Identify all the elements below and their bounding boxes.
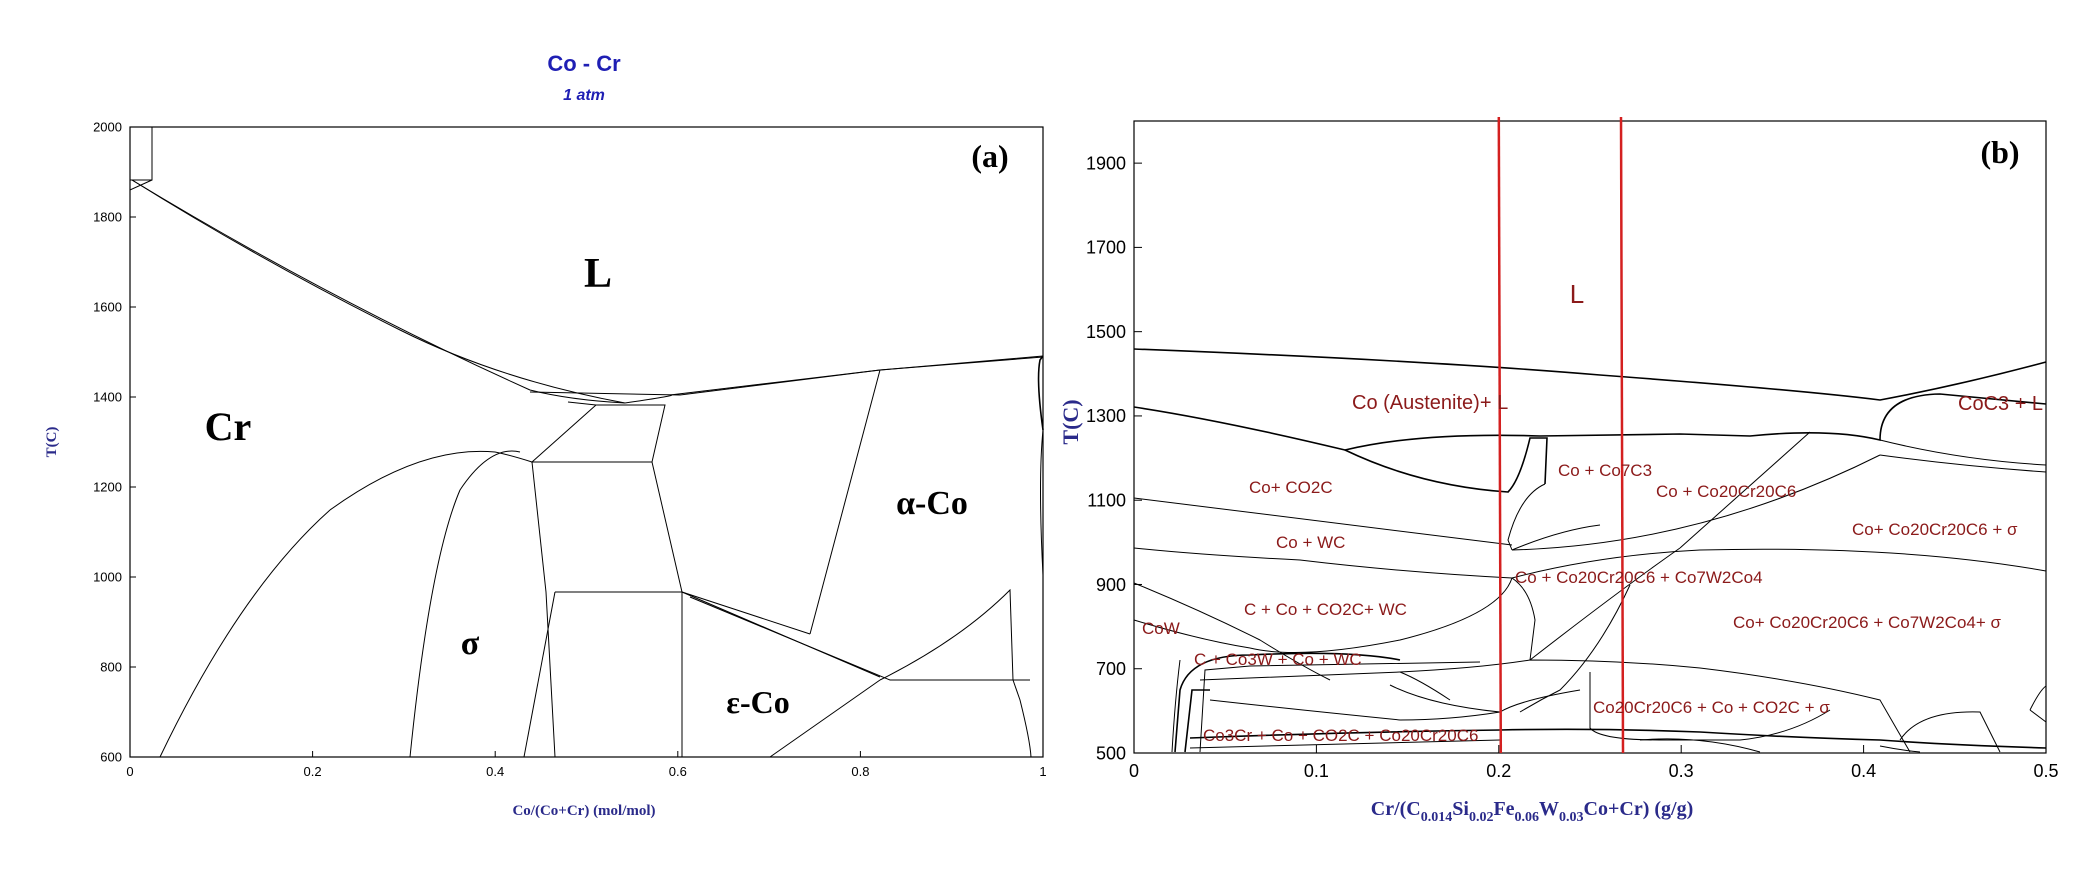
xlabel-sub-3: 0.06 <box>1515 810 1540 825</box>
phase-label-coc3-L: CoC3 + L <box>1958 393 2043 415</box>
panel-label-b: (b) <box>1980 134 2019 170</box>
phase-label-cow: CoW <box>1142 619 1180 638</box>
phase-label-epsilon-co: ε-Co <box>726 684 789 720</box>
x-tick-label: 0.4 <box>486 764 504 779</box>
y-tick-label: 1300 <box>1086 406 1126 426</box>
phase-boundaries-a <box>129 127 1044 758</box>
y-tick-label: 1200 <box>93 480 122 495</box>
x-tick-label: 0.6 <box>669 764 687 779</box>
xlabel-sub-2: 0.02 <box>1469 810 1494 825</box>
phase-label-co-cr-c-w: Co + Co20Cr20C6 + Co7W2Co4 <box>1515 568 1763 587</box>
vertical-markers-b <box>1497 116 1625 754</box>
xlabel-part-4: W <box>1539 798 1559 820</box>
y-tick-label: 2000 <box>93 120 122 135</box>
phase-label-alpha-co: α-Co <box>896 485 968 522</box>
x-axis-label-a: Co/(Co+Cr) (mol/mol) <box>512 803 655 819</box>
x-tick-label: 0.1 <box>1304 761 1329 781</box>
plot-frame-b <box>1133 120 2047 754</box>
y-axis-label-a: T(C) <box>44 427 60 458</box>
panel-a: Co - Cr 1 atm 0 0.2 0.4 0.6 0.8 1600800100012… <box>44 51 1047 819</box>
xlabel-sub-1: 0.014 <box>1421 810 1453 825</box>
x-tick-label: 0.2 <box>304 764 322 779</box>
xlabel-part-2: Si <box>1452 798 1469 820</box>
x-tick-label: 0.8 <box>851 764 869 779</box>
title-a: Co - Cr <box>547 51 621 76</box>
composition-marker-line <box>1619 116 1625 754</box>
x-tick-label: 0.4 <box>1851 761 1876 781</box>
phase-label-co3cr-co-co2c: Co3Cr + Co + CO2C + Co20Cr20C6 <box>1203 726 1478 745</box>
phase-label-co20cr20c6-co-co2c-sigma: Co20Cr20C6 + Co + CO2C + σ <box>1593 698 1830 717</box>
phase-label-sigma: σ <box>461 625 480 662</box>
y-tick-label: 1800 <box>93 210 122 225</box>
phase-label-L-b: L <box>1570 279 1584 309</box>
y-tick-label: 1900 <box>1086 153 1126 173</box>
phase-label-L: L <box>584 251 612 297</box>
phase-label-co-cr-c-w-sigma: Co+ Co20Cr20C6 + Co7W2Co4+ σ <box>1733 613 2001 632</box>
y-tick-label: 800 <box>100 660 122 675</box>
composition-marker-line <box>1497 116 1503 754</box>
phase-label-austenite-L: Co (Austenite)+ L <box>1352 392 1508 414</box>
phase-label-co-co20cr20c6: Co + Co20Cr20C6 <box>1656 482 1796 501</box>
x-tick-label: 0 <box>1129 761 1139 781</box>
x-tick-label: 0.2 <box>1486 761 1511 781</box>
xlabel-part-3: Fe <box>1493 798 1514 820</box>
subtitle-a: 1 atm <box>563 87 605 104</box>
phase-label-co-wc: Co + WC <box>1276 533 1345 552</box>
y-tick-label: 1000 <box>93 570 122 585</box>
x-tick-label: 0 <box>126 764 133 779</box>
phase-label-co-co2c: Co+ CO2C <box>1249 478 1333 497</box>
y-tick-label: 900 <box>1096 575 1126 595</box>
phase-label-c-co3w-co-wc: C + Co3W + Co + WC <box>1194 650 1362 669</box>
panel-label-a: (a) <box>971 138 1008 174</box>
xlabel-sub-4: 0.03 <box>1559 810 1584 825</box>
phase-label-Cr: Cr <box>205 404 252 449</box>
y-tick-label: 1100 <box>1087 491 1126 511</box>
y-tick-label: 700 <box>1096 659 1126 679</box>
y-tick-label: 600 <box>100 750 122 765</box>
xlabel-part-5: Co+Cr) (g/g) <box>1584 798 1694 820</box>
y-tick-label: 500 <box>1096 743 1126 763</box>
phase-label-co-co20cr20c6-sigma: Co+ Co20Cr20C6 + σ <box>1852 520 2018 539</box>
y-tick-label: 1500 <box>1086 322 1126 342</box>
y-axis-label-b: T(C) <box>1058 399 1083 444</box>
panel-b: 0 0.1 0.2 0.3 0.4 0.5 500 700 900 1100 1300 1500 170… <box>1058 116 2059 825</box>
plot-frame-a <box>129 126 1044 758</box>
y-tick-label: 1600 <box>93 300 122 315</box>
x-tick-label: 0.3 <box>1669 761 1694 781</box>
xlabel-part-1: Cr/(C <box>1371 798 1421 820</box>
x-tick-label: 1 <box>1039 764 1046 779</box>
phase-label-co-co7c3: Co + Co7C3 <box>1558 461 1652 480</box>
phase-label-c-co-co2c-wc: C + Co + CO2C+ WC <box>1244 600 1407 619</box>
x-axis-label-b: Cr/(C0.014Si0.02Fe0.06W0.03Co+Cr) (g/g) <box>1371 798 1693 825</box>
y-tick-label: 1700 <box>1086 238 1126 258</box>
axis-ticks-b: 0 0.1 0.2 0.3 0.4 0.5 500 700 900 1100 1300 1500 170… <box>1086 153 2059 781</box>
phase-boundaries-b <box>1133 348 2047 753</box>
x-tick-label: 0.5 <box>2033 761 2058 781</box>
y-tick-label: 1400 <box>93 390 122 405</box>
